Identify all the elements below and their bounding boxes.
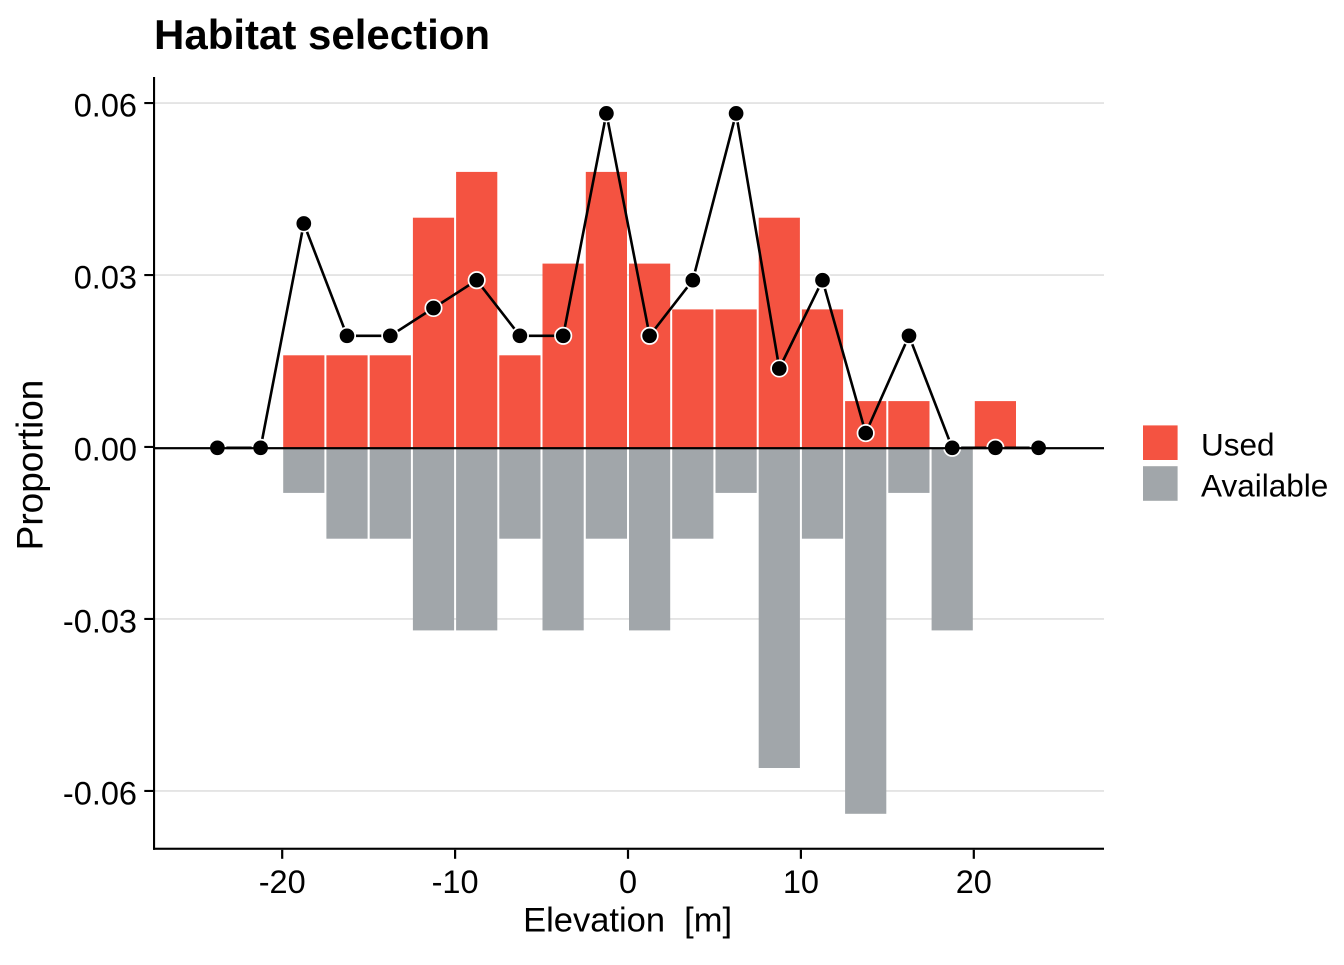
svg-text:0.06: 0.06 [74, 88, 137, 124]
svg-text:0.03: 0.03 [74, 260, 137, 296]
svg-text:-0.03: -0.03 [63, 604, 137, 640]
svg-text:Proportion: Proportion [10, 380, 51, 551]
svg-text:0.00: 0.00 [74, 432, 137, 468]
svg-text:Available: Available [1201, 467, 1328, 503]
svg-text:0: 0 [619, 864, 637, 900]
svg-text:Used: Used [1201, 427, 1275, 463]
svg-text:20: 20 [956, 864, 992, 900]
svg-text:Elevation [m]: Elevation [m] [523, 902, 732, 940]
svg-text:-20: -20 [259, 864, 306, 900]
svg-text:Habitat selection: Habitat selection [154, 11, 490, 58]
svg-text:10: 10 [783, 864, 819, 900]
svg-text:-0.06: -0.06 [63, 775, 137, 811]
svg-text:-10: -10 [432, 864, 479, 900]
